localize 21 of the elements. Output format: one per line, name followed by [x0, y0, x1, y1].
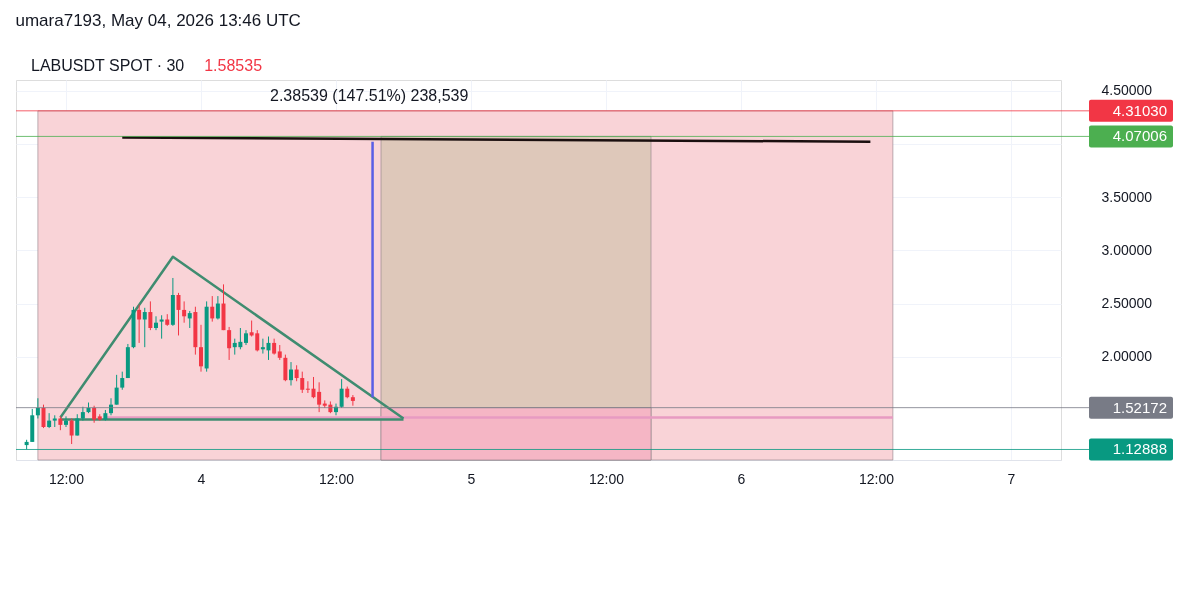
text: 1.58535 [204, 57, 263, 74]
y-tick-label: 3.50000 [1101, 188, 1153, 205]
ref-line-label: 1.12888 [1112, 440, 1167, 458]
x-tick-label: 5 [467, 470, 476, 487]
x-tick-label: 12:00 [318, 470, 355, 487]
x-tick-label: 12:00 [588, 470, 625, 487]
ref-line-label: 1.52172 [1112, 398, 1167, 416]
y-tick-label: 2.50000 [1101, 295, 1153, 312]
y-tick-label: 2.00000 [1101, 348, 1153, 365]
ref-line-label: 4.07006 [1112, 127, 1167, 145]
y-tick-label: 4.50000 [1101, 82, 1153, 99]
annotation: 2.38539 (147.51%) 238,539 [270, 87, 469, 104]
x-tick-label: 6 [737, 470, 746, 487]
chart-title: umara7193, May 04, 2026 13:46 UTC [15, 11, 301, 30]
chart-subtitle: LABUSDT SPOT · 30 [31, 57, 185, 74]
x-tick-label: 7 [1007, 470, 1016, 487]
x-tick-label: 4 [197, 470, 206, 487]
ref-line-label: 4.31030 [1112, 101, 1167, 119]
x-tick-label: 12:00 [858, 470, 895, 487]
x-tick-label: 12:00 [48, 470, 85, 487]
y-tick-label: 3.00000 [1101, 241, 1153, 258]
